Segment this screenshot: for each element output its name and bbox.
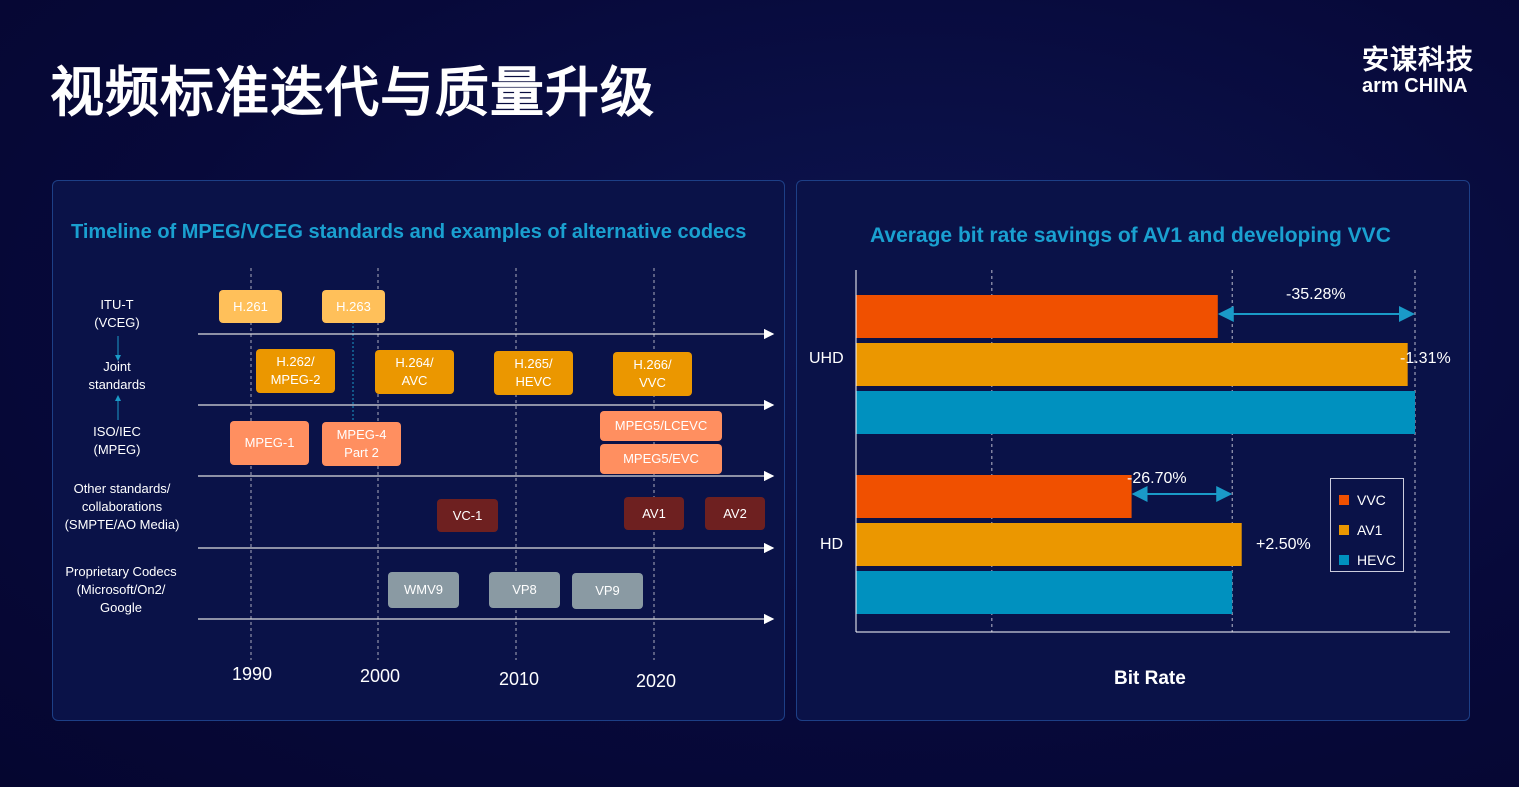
bitrate-panel	[796, 180, 1470, 721]
annotation-uhd-av1: -1.31%	[1400, 350, 1451, 367]
codec-h261: H.261	[219, 290, 282, 323]
slide-title: 视频标准迭代与质量升级	[50, 63, 655, 123]
codec-vp9: VP9	[572, 573, 643, 609]
year-label: 2000	[360, 666, 401, 686]
annotation-hd-vvc: -26.70%	[1127, 470, 1187, 487]
row-label-joint: Joint standards	[88, 359, 146, 392]
codec-mpeg1: MPEG-1	[230, 421, 309, 465]
bar-hevc-hd	[856, 571, 1233, 614]
codec-evc: MPEG5/EVC	[600, 444, 722, 474]
codec-av2: AV2	[705, 497, 765, 530]
legend-item-av1: AV1	[1339, 515, 1403, 546]
annotation-hd-av1: +2.50%	[1256, 536, 1311, 553]
legend: VVC AV1 HEVC	[1330, 478, 1404, 572]
codec-h265: H.265/ HEVC	[494, 351, 573, 395]
codec-wmv9: WMV9	[388, 572, 459, 608]
chart-title: Average bit rate savings of AV1 and deve…	[870, 224, 1391, 247]
logo-en: arm CHINA	[1362, 75, 1468, 97]
category-uhd: UHD	[809, 350, 844, 367]
timeline-title: Timeline of MPEG/VCEG standards and exam…	[71, 221, 747, 243]
row-label-itu: ITU-T (VCEG)	[94, 297, 140, 330]
bar-vvc-hd	[856, 475, 1132, 518]
row-label-mpeg: ISO/IEC (MPEG)	[93, 424, 141, 457]
annotation-uhd-vvc: -35.28%	[1286, 286, 1346, 303]
codec-mpeg4: MPEG-4 Part 2	[322, 422, 401, 466]
codec-h266: H.266/ VVC	[613, 352, 692, 396]
codec-vc1: VC-1	[437, 499, 498, 532]
row-label-proprietary: Proprietary Codecs (Microsoft/On2/ Googl…	[65, 564, 177, 615]
codec-av1: AV1	[624, 497, 684, 530]
codec-lcevc: MPEG5/LCEVC	[600, 411, 722, 441]
bar-vvc-uhd	[856, 295, 1218, 338]
logo-cn: 安谋科技	[1362, 45, 1474, 75]
x-axis-label: Bit Rate	[1114, 668, 1186, 689]
codec-h264: H.264/ AVC	[375, 350, 454, 394]
bar-hevc-uhd	[856, 391, 1415, 434]
legend-item-vvc: VVC	[1339, 485, 1403, 516]
bar-av1-hd	[856, 523, 1242, 566]
codec-vp8: VP8	[489, 572, 560, 608]
arm-china-logo: 安谋科技 arm CHINA	[1362, 38, 1474, 98]
bar-av1-uhd	[856, 343, 1408, 386]
row-label-other: Other standards/ collaborations (SMPTE/A…	[64, 481, 180, 532]
year-label: 2010	[499, 669, 540, 689]
year-label: 2020	[636, 671, 677, 691]
codec-h263: H.263	[322, 290, 385, 323]
codec-h262: H.262/ MPEG-2	[256, 349, 335, 393]
category-hd: HD	[820, 536, 844, 553]
legend-item-hevc: HEVC	[1339, 545, 1403, 576]
year-label: 1990	[232, 664, 273, 684]
